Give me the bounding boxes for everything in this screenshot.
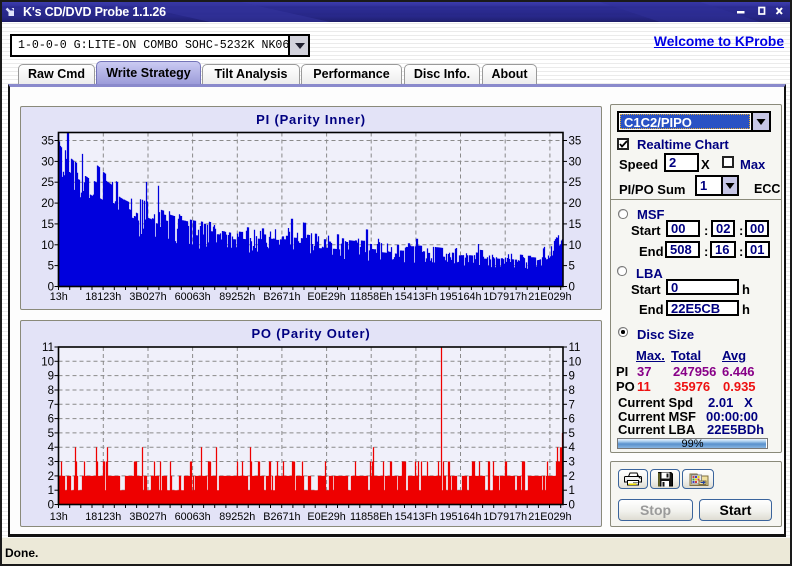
svg-text:1D7917h: 1D7917h xyxy=(483,291,527,303)
svg-text:20: 20 xyxy=(569,198,582,210)
svg-text:20: 20 xyxy=(41,198,54,210)
svg-text:2: 2 xyxy=(48,471,54,483)
svg-text:1: 1 xyxy=(569,485,575,497)
svg-text:0: 0 xyxy=(569,282,575,294)
svg-text:E0E29h: E0E29h xyxy=(307,511,345,523)
svg-text:1D7917h: 1D7917h xyxy=(483,511,527,523)
svg-text:1: 1 xyxy=(48,485,54,497)
svg-text:5: 5 xyxy=(48,428,54,440)
svg-text:30: 30 xyxy=(41,156,54,168)
svg-text:9: 9 xyxy=(569,371,575,383)
svg-text:35: 35 xyxy=(569,136,582,148)
svg-text:4: 4 xyxy=(569,442,576,454)
svg-text:7: 7 xyxy=(569,399,575,411)
svg-text:60063h: 60063h xyxy=(175,291,211,303)
svg-text:195164h: 195164h xyxy=(439,511,481,523)
svg-text:PI (Parity Inner): PI (Parity Inner) xyxy=(256,112,366,127)
svg-text:11: 11 xyxy=(42,342,54,354)
svg-text:18123h: 18123h xyxy=(85,511,121,523)
svg-text:8: 8 xyxy=(569,385,575,397)
svg-text:89252h: 89252h xyxy=(219,511,255,523)
svg-text:21E029h: 21E029h xyxy=(528,291,571,303)
svg-text:13h: 13h xyxy=(50,511,68,523)
svg-text:18123h: 18123h xyxy=(85,291,121,303)
svg-text:13h: 13h xyxy=(50,291,68,303)
svg-text:5: 5 xyxy=(569,261,575,273)
svg-text:10: 10 xyxy=(569,356,582,368)
svg-text:15: 15 xyxy=(41,219,54,231)
svg-text:3B027h: 3B027h xyxy=(129,511,166,523)
svg-text:11858Eh: 11858Eh xyxy=(350,291,392,303)
svg-text:PO (Parity Outer): PO (Parity Outer) xyxy=(251,326,370,341)
svg-text:21E029h: 21E029h xyxy=(528,511,571,523)
svg-text:5: 5 xyxy=(569,428,575,440)
svg-text:0: 0 xyxy=(569,500,575,512)
svg-text:0: 0 xyxy=(48,500,54,512)
svg-text:2: 2 xyxy=(569,471,575,483)
svg-text:B2671h: B2671h xyxy=(263,291,300,303)
svg-text:6: 6 xyxy=(48,414,54,426)
svg-text:4: 4 xyxy=(48,442,55,454)
svg-text:30: 30 xyxy=(569,156,582,168)
svg-text:25: 25 xyxy=(569,177,582,189)
svg-text:10: 10 xyxy=(569,240,582,252)
svg-text:9: 9 xyxy=(48,371,54,383)
svg-text:15413Fh: 15413Fh xyxy=(395,291,438,303)
svg-text:8: 8 xyxy=(48,385,54,397)
svg-text:15: 15 xyxy=(569,219,582,231)
svg-text:10: 10 xyxy=(41,356,54,368)
svg-text:3: 3 xyxy=(569,457,575,469)
svg-text:6: 6 xyxy=(569,414,575,426)
svg-text:25: 25 xyxy=(41,177,54,189)
svg-text:10: 10 xyxy=(41,240,54,252)
svg-text:E0E29h: E0E29h xyxy=(307,291,345,303)
svg-text:3: 3 xyxy=(48,457,54,469)
svg-text:60063h: 60063h xyxy=(175,511,211,523)
svg-text:3B027h: 3B027h xyxy=(129,291,166,303)
svg-text:195164h: 195164h xyxy=(439,291,481,303)
svg-text:11858Eh: 11858Eh xyxy=(350,511,392,523)
svg-text:B2671h: B2671h xyxy=(263,511,300,523)
svg-text:15413Fh: 15413Fh xyxy=(395,511,438,523)
svg-text:5: 5 xyxy=(48,261,54,273)
svg-text:7: 7 xyxy=(48,399,54,411)
svg-text:89252h: 89252h xyxy=(219,291,255,303)
svg-text:35: 35 xyxy=(41,136,54,148)
svg-text:11: 11 xyxy=(569,342,581,354)
svg-text:0: 0 xyxy=(48,282,54,294)
